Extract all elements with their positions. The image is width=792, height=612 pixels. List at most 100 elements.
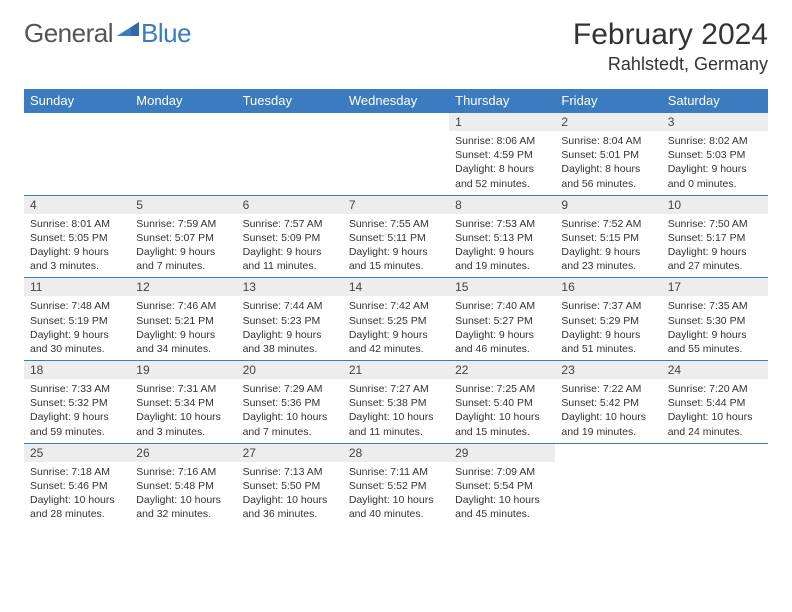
daylight-text: and 24 minutes.: [668, 425, 762, 439]
daylight-text: Daylight: 9 hours: [349, 328, 443, 342]
calendar-day-cell: [555, 443, 661, 525]
calendar-day-cell: [24, 113, 130, 196]
day-number: [555, 444, 661, 462]
sunset-text: Sunset: 5:23 PM: [243, 314, 337, 328]
calendar-day-cell: 12Sunrise: 7:46 AMSunset: 5:21 PMDayligh…: [130, 278, 236, 361]
daylight-text: Daylight: 9 hours: [243, 328, 337, 342]
day-content: Sunrise: 7:37 AMSunset: 5:29 PMDaylight:…: [555, 296, 661, 360]
logo-text-blue: Blue: [141, 18, 191, 49]
sunrise-text: Sunrise: 8:06 AM: [455, 134, 549, 148]
day-content: Sunrise: 7:46 AMSunset: 5:21 PMDaylight:…: [130, 296, 236, 360]
location-label: Rahlstedt, Germany: [573, 54, 768, 75]
daylight-text: Daylight: 9 hours: [561, 245, 655, 259]
weekday-header: Sunday: [24, 89, 130, 113]
daylight-text: and 36 minutes.: [243, 507, 337, 521]
sunrise-text: Sunrise: 7:50 AM: [668, 217, 762, 231]
daylight-text: Daylight: 9 hours: [30, 410, 124, 424]
daylight-text: and 15 minutes.: [455, 425, 549, 439]
calendar-day-cell: 6Sunrise: 7:57 AMSunset: 5:09 PMDaylight…: [237, 195, 343, 278]
daylight-text: and 52 minutes.: [455, 177, 549, 191]
sunset-text: Sunset: 5:30 PM: [668, 314, 762, 328]
calendar-day-cell: 1Sunrise: 8:06 AMSunset: 4:59 PMDaylight…: [449, 113, 555, 196]
day-number: 8: [449, 196, 555, 214]
calendar-day-cell: 10Sunrise: 7:50 AMSunset: 5:17 PMDayligh…: [662, 195, 768, 278]
day-content: Sunrise: 7:57 AMSunset: 5:09 PMDaylight:…: [237, 214, 343, 278]
day-number: [130, 113, 236, 131]
daylight-text: and 11 minutes.: [349, 425, 443, 439]
calendar-day-cell: 3Sunrise: 8:02 AMSunset: 5:03 PMDaylight…: [662, 113, 768, 196]
calendar-day-cell: 8Sunrise: 7:53 AMSunset: 5:13 PMDaylight…: [449, 195, 555, 278]
sunset-text: Sunset: 5:38 PM: [349, 396, 443, 410]
daylight-text: Daylight: 9 hours: [668, 245, 762, 259]
page-title: February 2024: [573, 18, 768, 52]
weekday-header: Tuesday: [237, 89, 343, 113]
day-content: Sunrise: 7:53 AMSunset: 5:13 PMDaylight:…: [449, 214, 555, 278]
sunset-text: Sunset: 5:27 PM: [455, 314, 549, 328]
day-number: 21: [343, 361, 449, 379]
sunset-text: Sunset: 5:15 PM: [561, 231, 655, 245]
calendar-day-cell: 4Sunrise: 8:01 AMSunset: 5:05 PMDaylight…: [24, 195, 130, 278]
day-number: 4: [24, 196, 130, 214]
day-number: 28: [343, 444, 449, 462]
weekday-header: Thursday: [449, 89, 555, 113]
sunrise-text: Sunrise: 8:02 AM: [668, 134, 762, 148]
day-number: 12: [130, 278, 236, 296]
sunrise-text: Sunrise: 7:57 AM: [243, 217, 337, 231]
day-number: 5: [130, 196, 236, 214]
day-content: Sunrise: 7:42 AMSunset: 5:25 PMDaylight:…: [343, 296, 449, 360]
sunrise-text: Sunrise: 7:33 AM: [30, 382, 124, 396]
sunset-text: Sunset: 5:21 PM: [136, 314, 230, 328]
sunrise-text: Sunrise: 7:16 AM: [136, 465, 230, 479]
sunrise-text: Sunrise: 7:59 AM: [136, 217, 230, 231]
day-number: 25: [24, 444, 130, 462]
weekday-header-row: Sunday Monday Tuesday Wednesday Thursday…: [24, 89, 768, 113]
daylight-text: and 34 minutes.: [136, 342, 230, 356]
sunset-text: Sunset: 5:19 PM: [30, 314, 124, 328]
daylight-text: and 40 minutes.: [349, 507, 443, 521]
daylight-text: and 56 minutes.: [561, 177, 655, 191]
calendar-week-row: 25Sunrise: 7:18 AMSunset: 5:46 PMDayligh…: [24, 443, 768, 525]
daylight-text: Daylight: 10 hours: [455, 493, 549, 507]
calendar-day-cell: 20Sunrise: 7:29 AMSunset: 5:36 PMDayligh…: [237, 361, 343, 444]
sunset-text: Sunset: 5:40 PM: [455, 396, 549, 410]
calendar-day-cell: 13Sunrise: 7:44 AMSunset: 5:23 PMDayligh…: [237, 278, 343, 361]
calendar-day-cell: 9Sunrise: 7:52 AMSunset: 5:15 PMDaylight…: [555, 195, 661, 278]
sunset-text: Sunset: 5:34 PM: [136, 396, 230, 410]
daylight-text: Daylight: 9 hours: [455, 328, 549, 342]
day-content: Sunrise: 8:02 AMSunset: 5:03 PMDaylight:…: [662, 131, 768, 195]
daylight-text: and 3 minutes.: [136, 425, 230, 439]
day-number: [343, 113, 449, 131]
day-content: Sunrise: 7:35 AMSunset: 5:30 PMDaylight:…: [662, 296, 768, 360]
sunrise-text: Sunrise: 7:25 AM: [455, 382, 549, 396]
weekday-header: Saturday: [662, 89, 768, 113]
sunrise-text: Sunrise: 7:44 AM: [243, 299, 337, 313]
sunrise-text: Sunrise: 7:09 AM: [455, 465, 549, 479]
logo: General Blue: [24, 18, 191, 49]
day-number: 2: [555, 113, 661, 131]
calendar-day-cell: [662, 443, 768, 525]
weekday-header: Monday: [130, 89, 236, 113]
day-number: 23: [555, 361, 661, 379]
day-number: 11: [24, 278, 130, 296]
calendar-day-cell: 26Sunrise: 7:16 AMSunset: 5:48 PMDayligh…: [130, 443, 236, 525]
calendar-day-cell: [237, 113, 343, 196]
sunset-text: Sunset: 5:50 PM: [243, 479, 337, 493]
day-number: [237, 113, 343, 131]
weekday-header: Friday: [555, 89, 661, 113]
sunrise-text: Sunrise: 7:55 AM: [349, 217, 443, 231]
calendar-day-cell: 21Sunrise: 7:27 AMSunset: 5:38 PMDayligh…: [343, 361, 449, 444]
daylight-text: and 38 minutes.: [243, 342, 337, 356]
calendar-day-cell: 18Sunrise: 7:33 AMSunset: 5:32 PMDayligh…: [24, 361, 130, 444]
day-number: 22: [449, 361, 555, 379]
calendar-day-cell: 7Sunrise: 7:55 AMSunset: 5:11 PMDaylight…: [343, 195, 449, 278]
daylight-text: Daylight: 10 hours: [136, 493, 230, 507]
daylight-text: and 51 minutes.: [561, 342, 655, 356]
day-number: 24: [662, 361, 768, 379]
sunrise-text: Sunrise: 7:35 AM: [668, 299, 762, 313]
daylight-text: and 59 minutes.: [30, 425, 124, 439]
calendar-week-row: 11Sunrise: 7:48 AMSunset: 5:19 PMDayligh…: [24, 278, 768, 361]
calendar-week-row: 1Sunrise: 8:06 AMSunset: 4:59 PMDaylight…: [24, 113, 768, 196]
sunrise-text: Sunrise: 7:52 AM: [561, 217, 655, 231]
sunset-text: Sunset: 5:48 PM: [136, 479, 230, 493]
daylight-text: Daylight: 9 hours: [243, 245, 337, 259]
